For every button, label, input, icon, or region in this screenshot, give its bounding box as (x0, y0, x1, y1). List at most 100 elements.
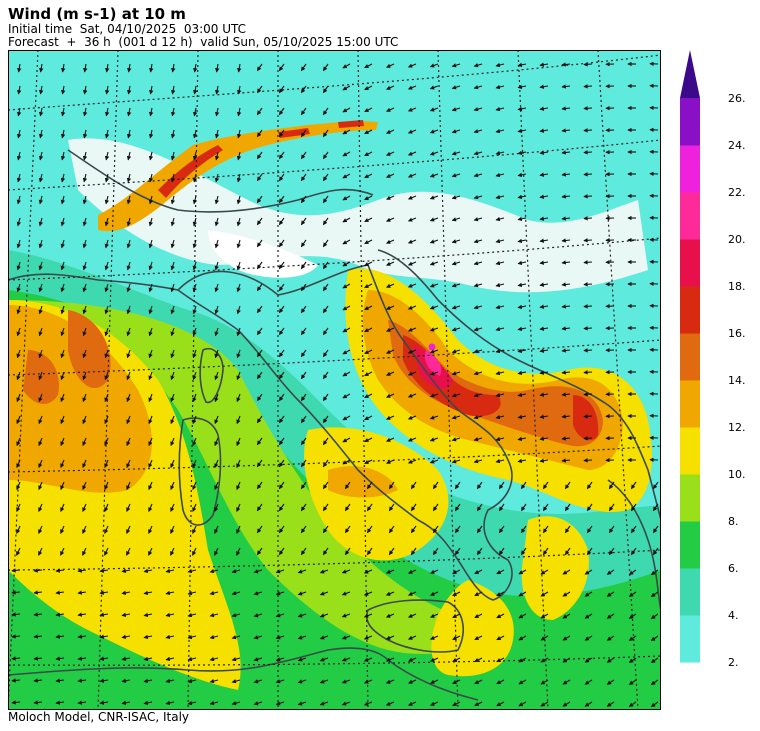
wind-arrow (342, 371, 351, 377)
wind-arrow (148, 151, 154, 161)
colorbar-label: 20. (728, 233, 746, 246)
wind-arrow (82, 393, 87, 403)
wind-arrow (322, 217, 329, 226)
wind-arrow (82, 371, 87, 381)
wind-arrow (517, 436, 527, 442)
wind-arrow (364, 393, 373, 399)
wind-arrow (170, 217, 175, 227)
wind-arrow (386, 437, 395, 442)
model-credit: Moloch Model, CNR-ISAC, Italy (8, 710, 190, 724)
wind-arrow (451, 393, 461, 398)
wind-arrow (608, 547, 615, 556)
wind-arrow (214, 327, 219, 337)
wind-arrow (386, 393, 395, 398)
wind-arrow (430, 569, 439, 574)
wind-arrow (517, 194, 527, 200)
wind-arrow (214, 393, 219, 403)
wind-arrow (170, 239, 175, 249)
wind-arrow (454, 481, 461, 490)
wind-arrow (322, 327, 329, 336)
wind-arrow (38, 173, 44, 183)
wind-arrow (236, 525, 241, 534)
wind-arrow (517, 172, 527, 178)
wind-arrow (214, 525, 219, 534)
wind-arrow (192, 151, 198, 161)
wind-arrow (82, 305, 87, 315)
wind-arrow (452, 635, 461, 640)
wind-arrow (82, 107, 88, 117)
wind-arrow (214, 459, 219, 469)
wind-arrow (297, 613, 307, 618)
wind-arrow (518, 613, 527, 619)
wind-arrow (322, 547, 329, 556)
wind-arrow (209, 700, 219, 706)
wind-arrow (474, 591, 483, 597)
wind-arrow (38, 239, 43, 249)
wind-arrow (474, 635, 483, 641)
wind-arrow (561, 414, 571, 419)
wind-arrow (322, 371, 329, 380)
wind-arrow (562, 591, 571, 597)
wind-arrow (429, 459, 439, 464)
wind-arrow (388, 481, 395, 490)
wind-arrow (452, 701, 461, 706)
wind-arrow (539, 106, 549, 111)
wind-arrow (564, 481, 571, 490)
wind-arrow (342, 261, 351, 267)
wind-arrow (518, 679, 527, 685)
wind-arrow (495, 194, 505, 200)
wind-arrow (322, 437, 329, 446)
wind-arrow (236, 129, 242, 139)
wind-arrow (583, 436, 593, 441)
wind-arrow (319, 701, 329, 706)
wind-arrow (520, 503, 527, 512)
wind-arrow (39, 85, 44, 95)
wind-arrow (364, 107, 373, 113)
wind-arrow (495, 172, 505, 178)
wind-arrow (60, 239, 65, 249)
wind-arrow (237, 63, 242, 73)
wind-arrow (165, 678, 175, 684)
wind-arrow (214, 151, 220, 161)
wind-arrow (16, 415, 21, 425)
wind-arrow (148, 393, 153, 403)
wind-arrow (38, 195, 44, 205)
wind-arrow (562, 613, 571, 619)
wind-arrow (60, 173, 66, 183)
wind-arrow (275, 657, 285, 662)
wind-arrow (429, 129, 439, 134)
wind-arrow (192, 437, 197, 447)
wind-arrow (561, 238, 571, 243)
wind-arrow (496, 679, 505, 685)
wind-arrow (148, 415, 153, 425)
wind-arrow (60, 503, 65, 512)
wind-arrow (16, 107, 22, 117)
wind-arrow (126, 239, 131, 249)
wind-arrow (165, 568, 175, 574)
wind-arrow (473, 239, 483, 244)
forecast-time-label: Forecast + 36 h (001 d 12 h) valid Sun, … (8, 35, 399, 49)
wind-arrow (55, 700, 65, 705)
wind-arrow (583, 216, 593, 221)
wind-arrow (170, 349, 175, 359)
wind-arrow (322, 151, 329, 160)
wind-arrow (256, 547, 263, 556)
wind-arrow (300, 349, 307, 358)
wind-arrow (517, 458, 527, 464)
wind-arrow (38, 481, 43, 491)
wind-arrow (385, 701, 395, 706)
wind-arrow (256, 415, 263, 424)
wind-arrow (364, 63, 373, 69)
wind-arrow (121, 612, 131, 617)
wind-arrow (473, 261, 483, 266)
wind-arrow (539, 348, 549, 353)
wind-arrow (342, 151, 351, 157)
wind-arrow (363, 569, 373, 574)
wind-arrow (407, 393, 417, 398)
colorbar-bin (680, 286, 700, 334)
wind-arrow (55, 590, 65, 595)
wind-arrow (386, 283, 395, 288)
wind-arrow (278, 63, 285, 72)
wind-arrow (476, 481, 483, 490)
wind-arrow (300, 393, 307, 402)
